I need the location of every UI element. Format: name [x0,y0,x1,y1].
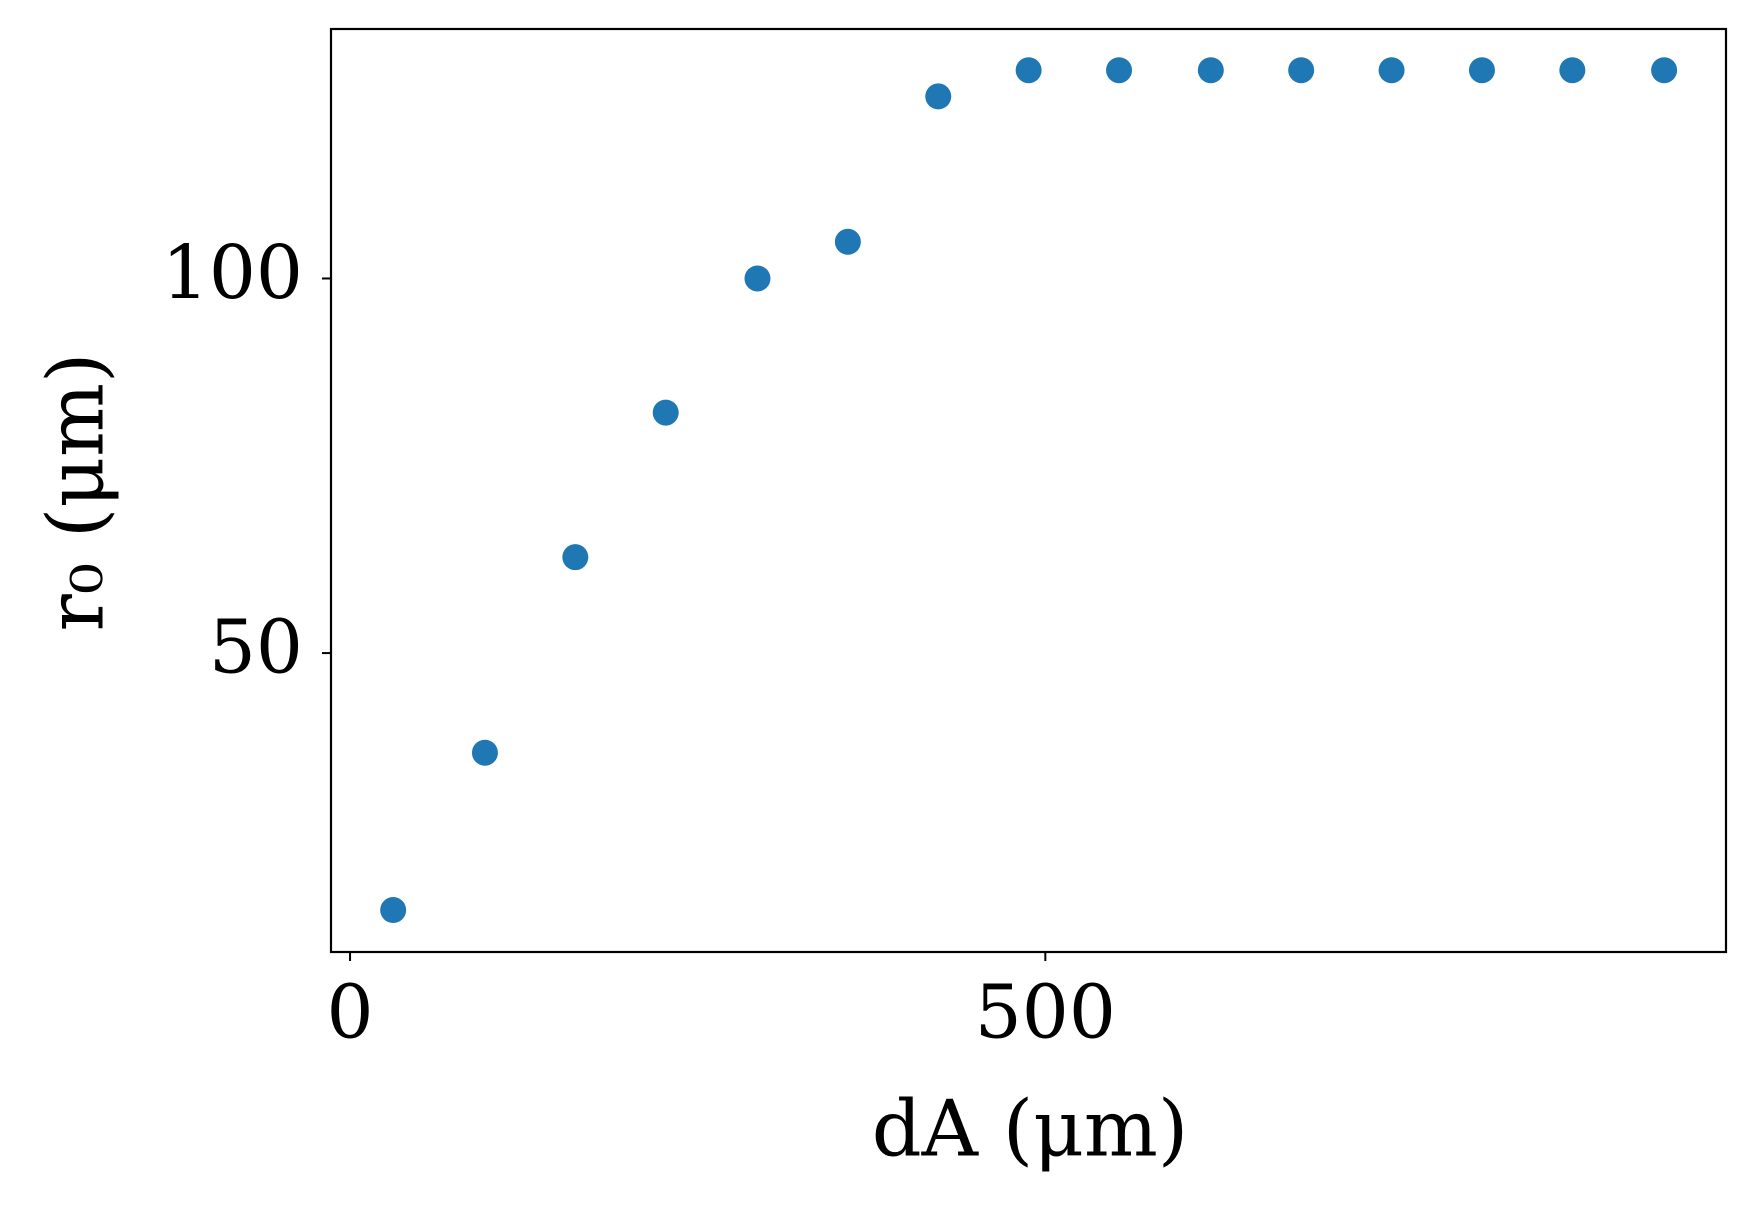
point [1288,57,1315,84]
point [744,265,771,292]
y-tick-label: 100 [162,230,303,316]
point [652,399,679,426]
point [1559,57,1586,84]
point [1106,57,1133,84]
point [1197,57,1224,84]
point [925,83,952,110]
x-tick-label: 0 [327,969,374,1055]
point [834,228,861,255]
y-tick-label: 50 [209,605,303,691]
plot-frame [329,27,1728,954]
y-axis-label: r₀ (μm) [32,353,122,632]
point [1378,57,1405,84]
point [1651,57,1678,84]
point [1468,57,1495,84]
x-tick-label: 500 [975,969,1116,1055]
point [471,739,498,766]
point [380,897,407,924]
x-axis-label: dA (μm) [872,1085,1189,1175]
point [1015,57,1042,84]
point [562,544,589,571]
